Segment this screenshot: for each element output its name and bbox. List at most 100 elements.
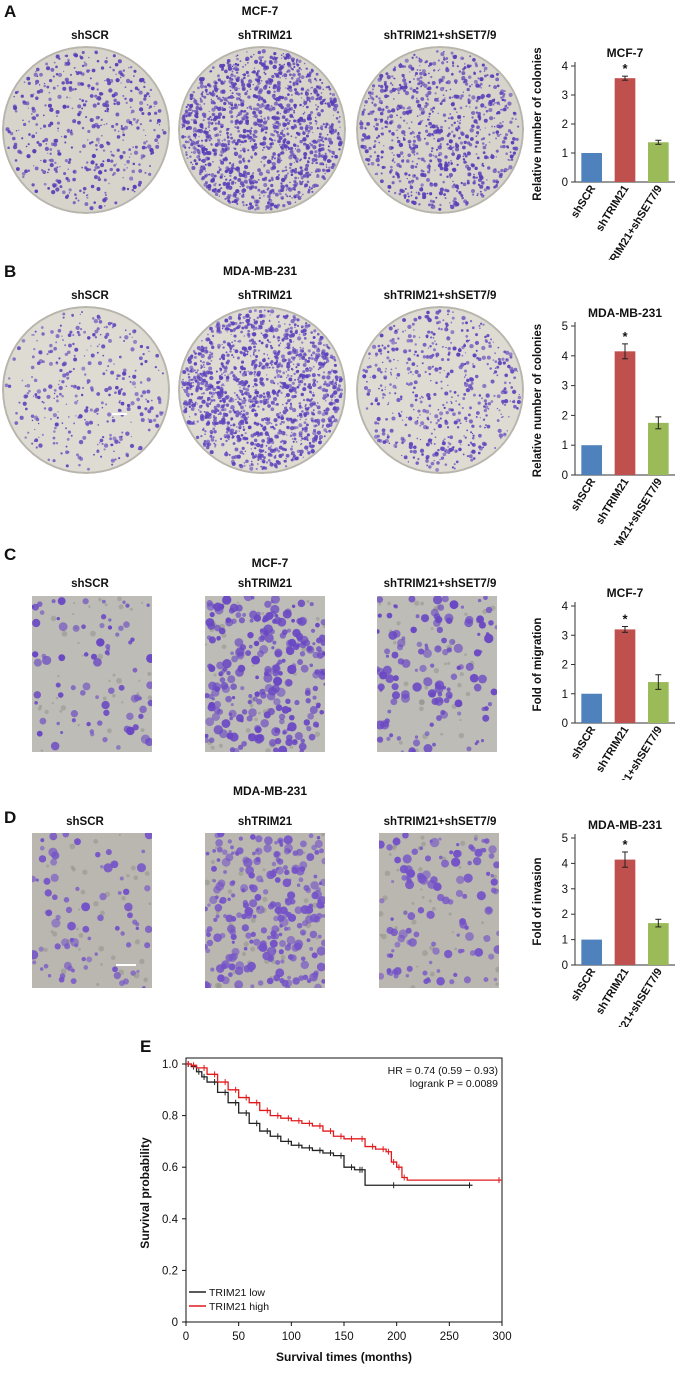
stained-cell bbox=[118, 374, 121, 377]
stained-cell bbox=[234, 447, 239, 452]
stained-cell bbox=[395, 367, 397, 369]
stained-cell bbox=[321, 387, 326, 392]
stained-cell bbox=[381, 74, 384, 76]
stained-cell bbox=[376, 367, 382, 372]
stained-cell bbox=[68, 192, 71, 194]
stained-cell bbox=[383, 145, 385, 147]
stained-cell bbox=[428, 72, 430, 75]
stained-cell bbox=[226, 359, 231, 363]
stained-cell bbox=[311, 373, 316, 378]
stained-cell bbox=[44, 146, 49, 151]
stained-cell bbox=[455, 94, 457, 97]
stained-cell bbox=[252, 397, 256, 400]
stained-cell bbox=[339, 381, 341, 383]
stained-cell bbox=[296, 324, 300, 327]
stained-cell bbox=[305, 90, 307, 92]
stained-cell bbox=[211, 421, 214, 424]
stained-cell bbox=[319, 78, 322, 81]
stained-cell bbox=[103, 443, 109, 448]
stained-cell bbox=[119, 76, 122, 79]
stained-cell bbox=[243, 417, 247, 420]
stained-cell bbox=[427, 347, 430, 349]
stained-cell bbox=[252, 328, 255, 331]
stained-cell bbox=[283, 109, 288, 114]
stained-cell bbox=[265, 205, 270, 209]
stained-cell bbox=[445, 197, 447, 199]
stained-cell bbox=[226, 341, 231, 346]
stained-cell bbox=[84, 418, 86, 421]
stained-cell bbox=[294, 181, 299, 187]
stained-cell bbox=[249, 55, 253, 59]
stained-cell bbox=[96, 351, 99, 354]
stained-cell bbox=[229, 94, 234, 99]
stained-cell bbox=[428, 372, 432, 376]
stained-cell bbox=[498, 174, 503, 179]
stained-cell bbox=[196, 86, 200, 90]
stained-cell bbox=[52, 75, 55, 78]
stained-cell bbox=[391, 84, 394, 86]
stained-cell bbox=[289, 162, 293, 166]
stained-cell bbox=[436, 126, 440, 130]
stained-cell bbox=[459, 96, 463, 100]
stained-cell bbox=[369, 376, 371, 378]
stained-cell bbox=[237, 177, 242, 183]
stained-cell bbox=[49, 152, 52, 155]
stained-cell bbox=[448, 96, 452, 99]
stained-cell bbox=[258, 394, 263, 399]
stained-cell bbox=[376, 402, 381, 406]
stained-cell bbox=[289, 406, 293, 410]
stained-cell bbox=[184, 135, 187, 138]
stained-cell bbox=[299, 126, 304, 131]
stained-cell bbox=[430, 432, 433, 435]
panel-letter-c: C bbox=[4, 545, 17, 564]
stained-cell bbox=[307, 106, 309, 108]
stained-cell bbox=[432, 61, 437, 66]
stained-cell bbox=[429, 182, 434, 187]
stained-cell bbox=[315, 405, 318, 407]
stained-cell bbox=[256, 117, 259, 120]
stained-cell bbox=[427, 132, 432, 137]
stained-cell bbox=[509, 366, 514, 371]
stained-cell bbox=[264, 60, 267, 63]
stained-cell bbox=[504, 136, 507, 140]
stained-cell bbox=[286, 434, 288, 436]
stained-cell bbox=[325, 86, 328, 89]
stained-cell bbox=[282, 420, 285, 424]
stained-cell bbox=[229, 431, 234, 436]
stained-cell bbox=[258, 339, 261, 343]
stained-cell bbox=[443, 370, 445, 372]
stained-cell bbox=[391, 159, 394, 162]
stained-cell bbox=[42, 388, 47, 392]
stained-cell bbox=[192, 385, 195, 387]
stained-cell bbox=[268, 86, 271, 88]
stained-cell bbox=[304, 445, 309, 450]
stained-cell bbox=[339, 377, 343, 382]
stained-cell bbox=[379, 118, 384, 122]
stained-cell bbox=[41, 332, 45, 336]
stained-cell bbox=[278, 66, 283, 71]
stained-cell bbox=[421, 186, 423, 189]
stained-cell bbox=[133, 329, 137, 333]
stained-cell bbox=[488, 141, 491, 143]
stained-cell bbox=[330, 133, 333, 135]
stained-cell bbox=[30, 93, 34, 98]
stained-cell bbox=[224, 452, 229, 457]
stained-cell bbox=[388, 359, 392, 363]
stained-cell bbox=[287, 93, 290, 96]
stained-cell bbox=[374, 118, 378, 122]
stained-cell bbox=[65, 445, 68, 448]
stained-cell bbox=[192, 97, 194, 99]
stained-cell bbox=[464, 63, 466, 65]
stained-cell bbox=[422, 355, 427, 359]
stained-cell bbox=[122, 69, 126, 72]
stained-cell bbox=[444, 97, 446, 99]
stained-cell bbox=[310, 69, 314, 73]
stained-cell bbox=[61, 422, 64, 424]
stained-cell bbox=[422, 342, 427, 347]
stained-cell bbox=[292, 363, 295, 365]
stained-cell bbox=[437, 97, 439, 100]
stained-cell bbox=[129, 106, 132, 109]
stained-cell bbox=[324, 137, 328, 141]
stained-cell bbox=[426, 134, 429, 137]
stained-cell bbox=[128, 156, 131, 158]
